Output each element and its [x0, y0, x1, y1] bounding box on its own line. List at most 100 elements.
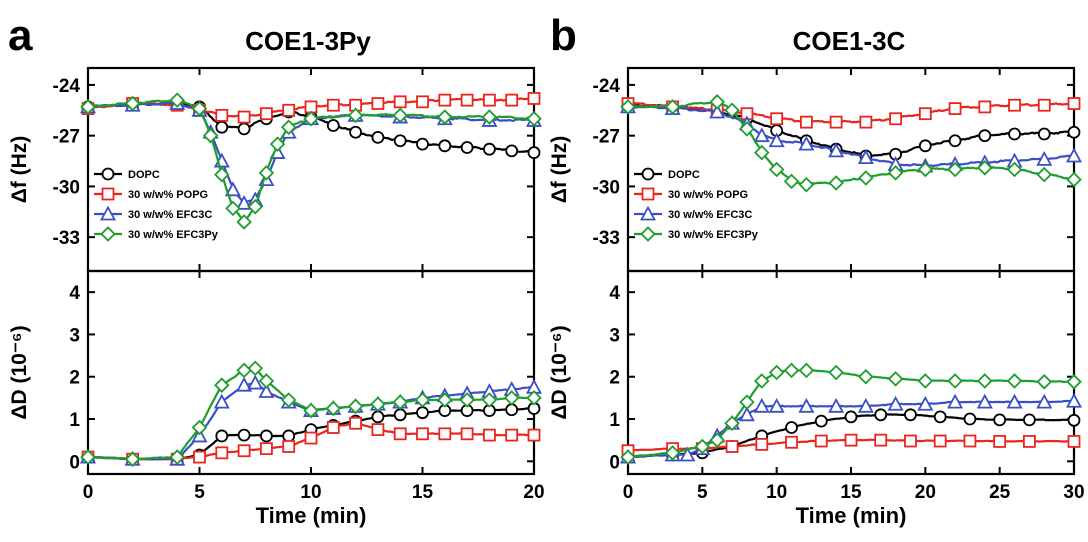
y-tick-label: -24: [53, 76, 81, 97]
data-point: [798, 397, 815, 413]
data-point: [247, 360, 264, 377]
data-point: [829, 115, 843, 129]
data-point: [1023, 435, 1036, 448]
data-point: [783, 173, 800, 190]
data-point: [814, 414, 828, 428]
data-point: [800, 115, 813, 129]
data-point: [124, 451, 141, 467]
data-point: [1067, 125, 1081, 139]
data-point: [438, 93, 452, 107]
data-point: [753, 127, 770, 143]
x-tick-label: 30: [1063, 482, 1084, 503]
x-tick-label: 15: [412, 482, 434, 503]
y-tick-label: -33: [593, 228, 620, 249]
x-tick-label: 10: [300, 482, 321, 503]
data-point: [783, 362, 800, 379]
data-point: [1065, 147, 1083, 163]
y-tick-label: 0: [69, 452, 80, 473]
data-point: [505, 403, 519, 417]
legend-marker: [100, 226, 116, 242]
legend-marker: [101, 187, 115, 201]
data-point: [325, 400, 342, 417]
y-tick-label: 4: [69, 283, 80, 304]
data-point: [917, 161, 934, 178]
data-point: [918, 107, 932, 121]
data-point: [169, 449, 185, 465]
data-point: [1008, 127, 1021, 141]
data-point: [282, 103, 296, 117]
data-point: [1036, 166, 1053, 183]
data-point: [725, 440, 739, 453]
data-point: [326, 421, 340, 434]
data-point: [392, 394, 408, 410]
legend-label: DOPC: [668, 169, 700, 181]
x-tick-label: 25: [989, 482, 1011, 503]
data-point: [1067, 413, 1081, 427]
data-point: [828, 175, 844, 191]
data-point: [948, 102, 962, 115]
data-point: [933, 434, 947, 448]
data-point: [768, 397, 785, 413]
data-point: [191, 419, 208, 436]
data-point: [481, 392, 498, 408]
data-point: [371, 423, 385, 436]
data-point: [527, 92, 541, 105]
data-point: [947, 393, 964, 409]
data-point: [977, 373, 993, 389]
data-point: [503, 390, 520, 406]
legend-label: 30 w/w% EFC3Py: [128, 229, 219, 241]
data-point: [1036, 150, 1053, 166]
data-point: [416, 137, 429, 151]
data-point: [1067, 97, 1081, 110]
data-point: [1006, 373, 1023, 389]
y-tick-label: 1: [609, 410, 620, 431]
data-point: [798, 362, 815, 379]
data-point: [947, 161, 963, 178]
data-point: [437, 109, 453, 125]
data-point: [259, 429, 273, 443]
data-point: [482, 142, 496, 156]
data-point: [437, 392, 453, 408]
data-point: [754, 373, 770, 389]
series-30-w-w-efc3py: [620, 362, 1082, 465]
x-tick-label: 0: [623, 482, 634, 503]
data-point: [392, 107, 408, 124]
data-point: [814, 434, 828, 448]
data-point: [438, 427, 452, 441]
data-point: [371, 97, 385, 110]
data-point: [237, 110, 251, 124]
data-point: [414, 392, 431, 408]
data-point: [724, 415, 740, 432]
data-point: [828, 142, 845, 158]
y-axis-label: Δf (Hz): [548, 136, 571, 204]
data-point: [1023, 413, 1036, 427]
x-tick-label: 15: [840, 482, 862, 503]
legend-label: 30 w/w% EFC3Py: [668, 229, 759, 241]
data-point: [738, 406, 755, 422]
data-point: [393, 95, 407, 109]
data-point: [347, 398, 364, 415]
data-point: [858, 368, 874, 385]
chart-a-bottom: 0 1 2 3 4 0 5 10 15 20 ΔD (10⁻⁶) Time (min): [8, 269, 545, 528]
data-point: [259, 107, 273, 121]
legend-marker: [641, 187, 655, 201]
data-point: [724, 102, 740, 119]
legend-label: 30 w/w% EFC3C: [128, 209, 212, 221]
data-point: [416, 95, 429, 109]
data-point: [347, 107, 364, 124]
data-point: [887, 371, 904, 387]
data-point: [481, 109, 498, 125]
data-point: [620, 449, 636, 465]
data-point: [326, 98, 340, 112]
data-point: [215, 108, 229, 122]
series-30-w-w-efc3py: [80, 360, 542, 467]
data-point: [191, 100, 208, 117]
data-point: [844, 410, 858, 424]
data-point: [236, 214, 252, 230]
data-point: [303, 110, 319, 127]
data-point: [1006, 161, 1023, 178]
panel-a-title: COE1-3Py: [245, 26, 371, 56]
data-point: [753, 397, 770, 413]
data-point: [904, 434, 917, 448]
data-point: [798, 176, 815, 193]
